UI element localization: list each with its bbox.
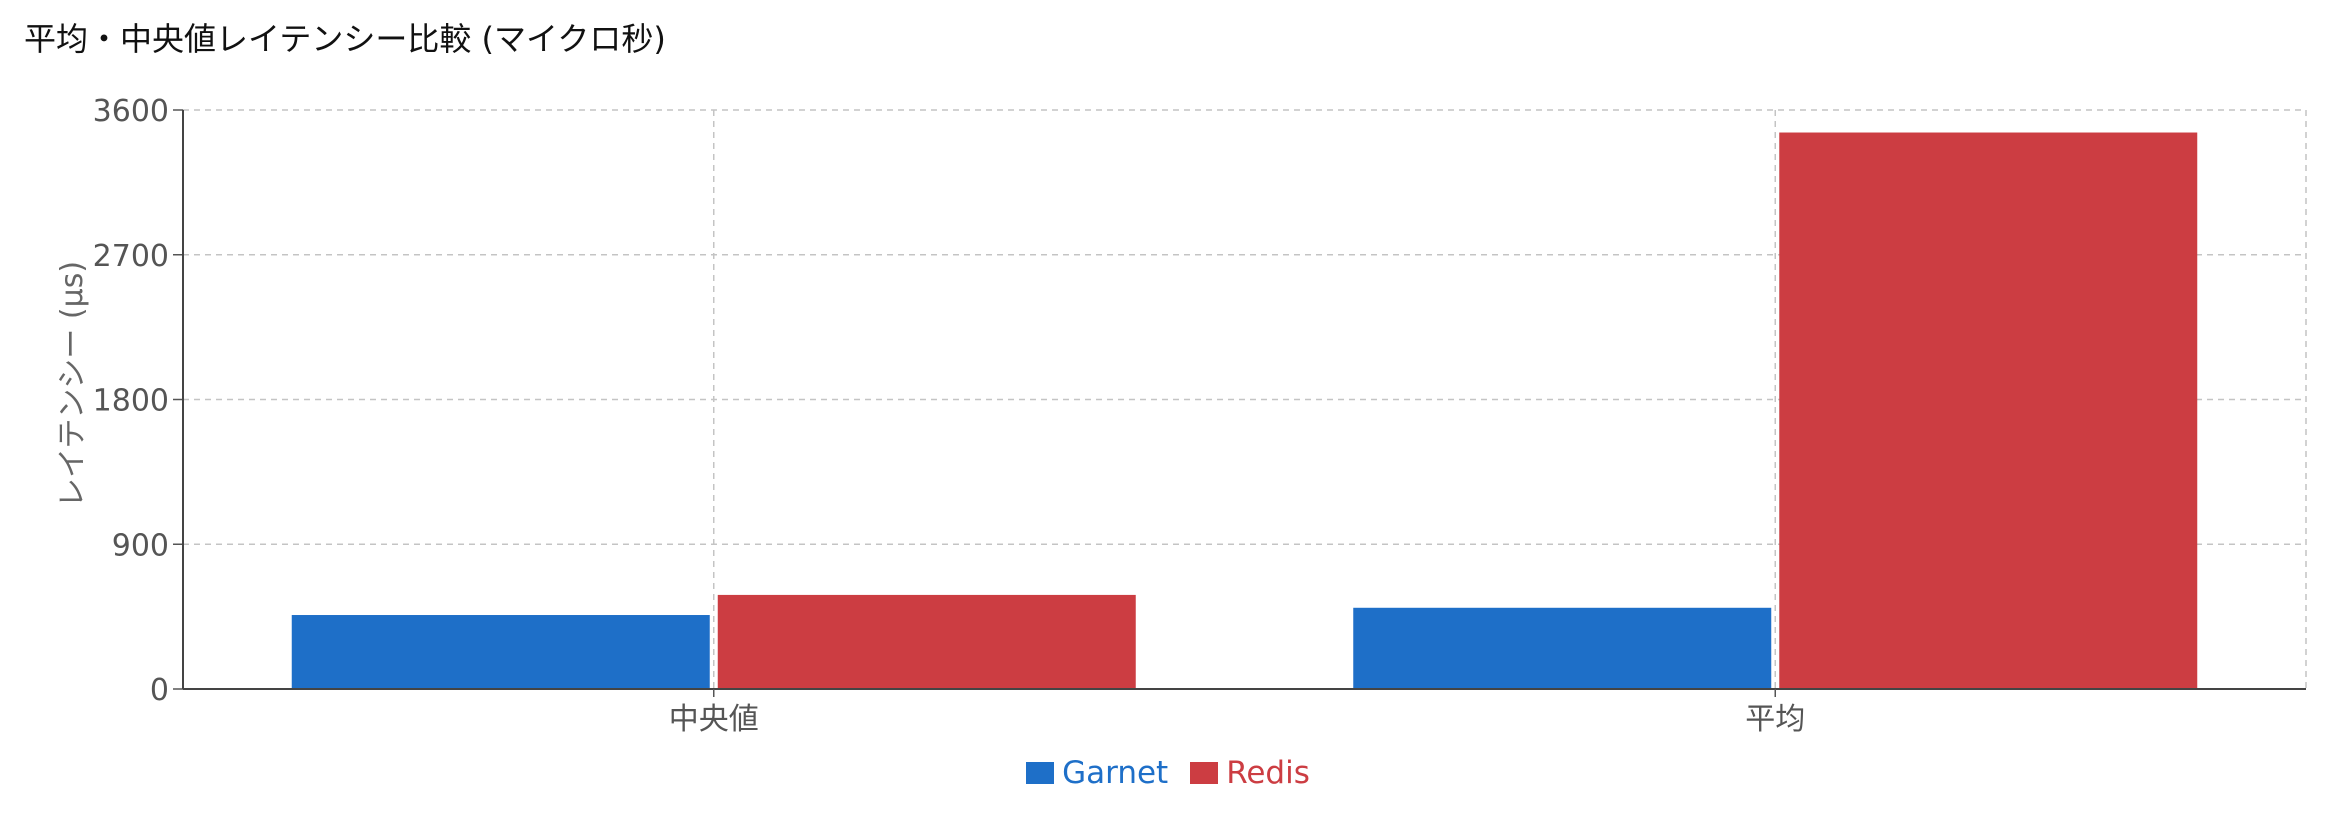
legend-label: Redis xyxy=(1226,755,1310,791)
legend-item-redis[interactable]: Redis xyxy=(1190,755,1310,791)
x-tick-label: 平均 xyxy=(1745,702,1805,737)
y-axis-title: レイテンシー (µs) xyxy=(55,261,90,508)
legend-swatch xyxy=(1190,762,1219,784)
x-tick-label: 中央値 xyxy=(669,702,759,737)
legend-item-garnet[interactable]: Garnet xyxy=(1026,755,1168,791)
y-tick-label: 0 xyxy=(150,673,169,708)
y-tick-label: 1800 xyxy=(93,384,169,419)
y-tick-label: 2700 xyxy=(93,239,169,274)
bar-redis-0 xyxy=(717,594,1136,689)
bar-redis-1 xyxy=(1779,132,2198,689)
y-tick-label: 3600 xyxy=(93,94,169,129)
y-tick-label: 900 xyxy=(112,528,169,563)
legend-label: Garnet xyxy=(1062,755,1169,791)
bar-garnet-1 xyxy=(1353,607,1772,689)
chart-legend: Garnet Redis xyxy=(0,755,2336,791)
bar-garnet-0 xyxy=(291,615,710,689)
legend-swatch xyxy=(1026,762,1055,784)
chart-title: 平均・中央値レイテンシー比較 (マイクロ秒) xyxy=(24,20,666,58)
